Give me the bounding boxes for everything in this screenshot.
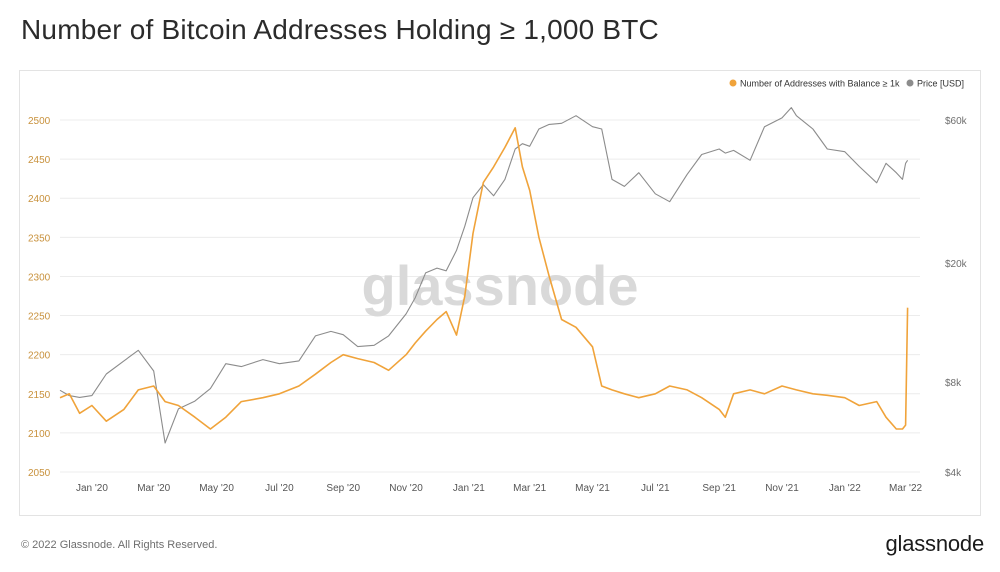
legend-label: Number of Addresses with Balance ≥ 1k bbox=[740, 79, 900, 89]
left-tick-label: 2350 bbox=[28, 233, 51, 244]
x-tick-label: Jan '20 bbox=[76, 483, 108, 494]
addresses-series-line bbox=[59, 127, 909, 430]
left-tick-label: 2250 bbox=[28, 312, 51, 323]
left-tick-label: 2200 bbox=[28, 351, 51, 362]
legend-marker bbox=[906, 79, 914, 87]
left-tick-label: 2500 bbox=[28, 116, 51, 127]
x-tick-label: Mar '22 bbox=[889, 483, 922, 494]
left-tick-label: 2100 bbox=[28, 429, 51, 440]
watermark: glassnode bbox=[362, 254, 639, 317]
chart-panel bbox=[19, 70, 981, 516]
x-tick-label: May '20 bbox=[199, 483, 234, 494]
left-tick-label: 2150 bbox=[28, 390, 51, 401]
legend-item-addresses[interactable]: Number of Addresses with Balance ≥ 1k bbox=[729, 79, 901, 89]
left-tick-label: 2400 bbox=[28, 194, 51, 205]
brand-logo: glassnode bbox=[885, 531, 985, 556]
x-tick-label: Sep '21 bbox=[702, 483, 736, 494]
x-tick-label: Sep '20 bbox=[326, 483, 360, 494]
x-tick-label: Mar '20 bbox=[137, 483, 170, 494]
x-axis: Jan '20 Mar '20 May '20 Jul '20 Sep '20 Nov '… bbox=[76, 483, 923, 494]
legend-label: Price [USD] bbox=[917, 79, 964, 89]
right-axis: $4k $8k $20k $60k bbox=[945, 116, 968, 479]
series-layer bbox=[59, 107, 909, 444]
x-tick-label: Jul '20 bbox=[265, 483, 294, 494]
x-tick-label: Jan '22 bbox=[829, 483, 861, 494]
x-tick-label: Nov '20 bbox=[389, 483, 423, 494]
right-tick-label: $8k bbox=[945, 378, 962, 389]
legend-item-price[interactable]: Price [USD] bbox=[906, 79, 965, 89]
left-tick-label: 2300 bbox=[28, 272, 51, 283]
x-tick-label: Jan '21 bbox=[453, 483, 485, 494]
x-tick-label: May '21 bbox=[575, 483, 610, 494]
copyright-text: © 2022 Glassnode. All Rights Reserved. bbox=[21, 539, 218, 551]
left-tick-label: 2050 bbox=[28, 468, 51, 479]
right-tick-label: $20k bbox=[945, 259, 968, 270]
x-tick-label: Nov '21 bbox=[765, 483, 799, 494]
right-tick-label: $4k bbox=[945, 468, 962, 479]
right-tick-label: $60k bbox=[945, 116, 968, 127]
left-axis: 2050 2100 2150 2200 2250 2300 2350 2400 2450 2500 bbox=[28, 116, 51, 479]
x-tick-label: Jul '21 bbox=[641, 483, 670, 494]
legend[interactable]: Number of Addresses with Balance ≥ 1k Pri… bbox=[729, 79, 965, 89]
x-tick-label: Mar '21 bbox=[513, 483, 546, 494]
price-series-line bbox=[59, 107, 909, 444]
chart-title: Number of Bitcoin Addresses Holding ≥ 1,… bbox=[21, 14, 659, 45]
grid-lines bbox=[60, 119, 920, 473]
left-tick-label: 2450 bbox=[28, 155, 51, 166]
legend-marker bbox=[729, 79, 737, 87]
